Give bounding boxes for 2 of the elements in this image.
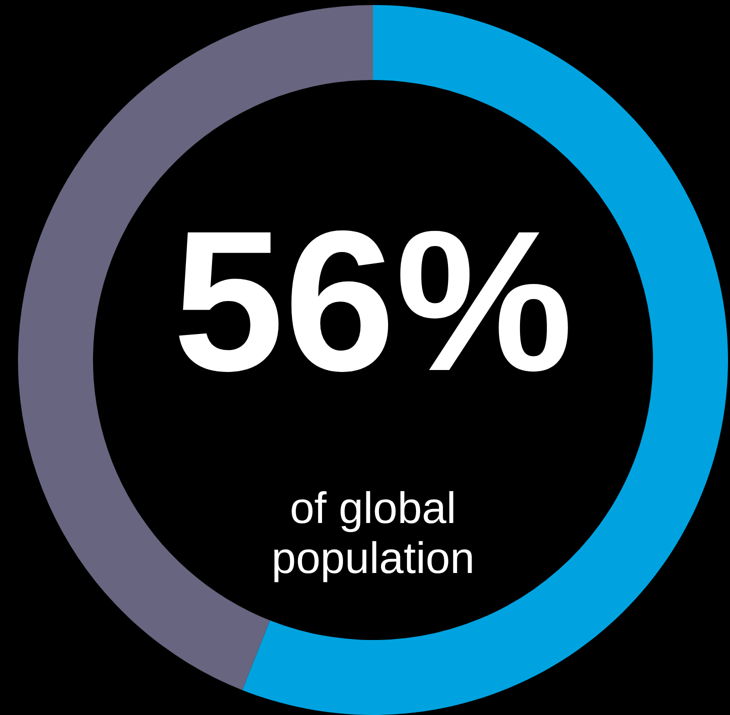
text: of global population [271, 484, 475, 583]
data-label: 56% [172, 190, 574, 413]
